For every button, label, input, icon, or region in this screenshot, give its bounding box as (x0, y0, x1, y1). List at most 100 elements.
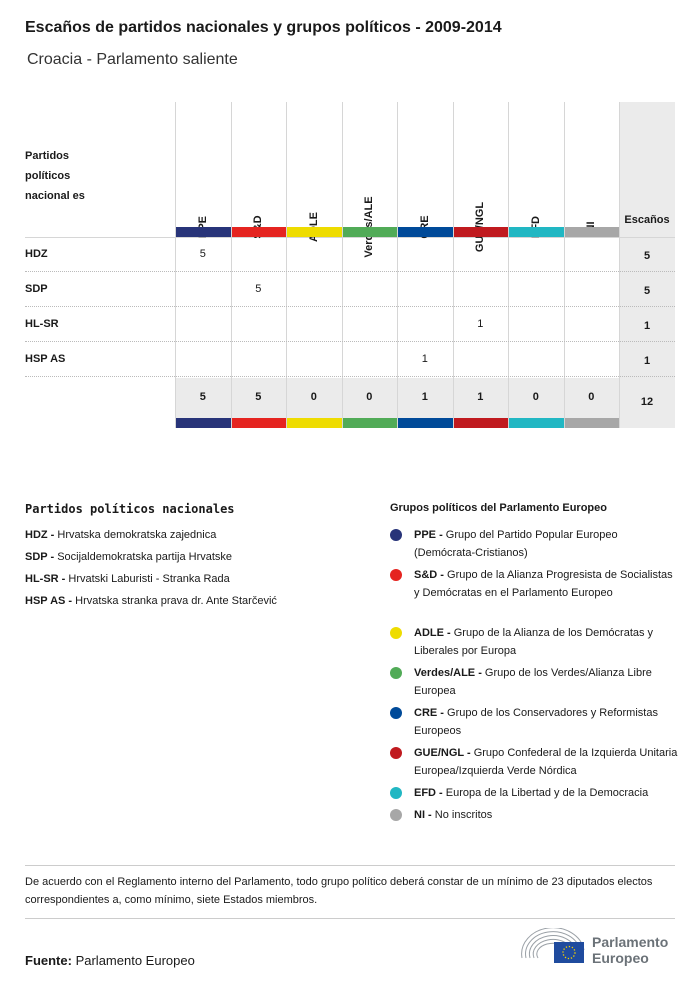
group-color-bar (286, 227, 342, 237)
party-abbr: SDP - (25, 551, 55, 563)
group-full-name: Grupo de la Alianza de los Demócratas y … (414, 627, 654, 657)
table-row: HDZ 5 5 (25, 237, 675, 272)
group-column-header: GUE/NGL (453, 102, 509, 252)
group-total: 0 (310, 391, 317, 403)
group-abbr: Verdes/ALE - (414, 667, 482, 679)
group-total: 0 (532, 391, 539, 403)
group-legend-item: Verdes/ALE - Grupo de los Verdes/Alianza… (390, 664, 680, 700)
group-color-dot (390, 529, 402, 541)
seat-cell: 5 (199, 248, 206, 260)
row-header: Partidos políticos nacional es (25, 150, 85, 202)
group-full-name: No inscritos (434, 809, 493, 821)
group-color-bar (230, 418, 286, 428)
group-abbr: NI - (414, 809, 432, 821)
group-legend-title: Grupos políticos del Parlamento Europeo (390, 502, 607, 514)
group-column-header: S&D (231, 102, 287, 238)
page-subtitle: Croacia - Parlamento saliente (27, 51, 238, 68)
party-abbr: HDZ - (25, 529, 55, 541)
group-abbr: PPE - (414, 529, 443, 541)
group-abbr: EFD - (414, 787, 443, 799)
group-color-dot (390, 809, 402, 821)
group-color-dot (390, 787, 402, 799)
group-legend-item: PPE - Grupo del Partido Popular Europeo … (390, 526, 680, 562)
group-total: 1 (477, 391, 484, 403)
party-full-name: Hrvatska stranka prava dr. Ante Starčevi… (75, 595, 277, 607)
group-color-bar (175, 418, 231, 428)
group-total: 0 (588, 391, 595, 403)
group-total: 1 (421, 391, 428, 403)
group-column-header: PPE (175, 102, 231, 238)
group-full-name: Grupo de los Verdes/Alianza Libre Europe… (414, 667, 652, 697)
row-total: 1 (643, 355, 651, 367)
party-name: SDP (25, 283, 48, 295)
total-header: Escaños (624, 214, 670, 226)
party-full-name: Socijaldemokratska partija Hrvatske (57, 551, 233, 563)
party-full-name: Hrvatski Laburisti - Stranka Rada (68, 573, 230, 585)
group-legend-item: NI - No inscritos (390, 806, 680, 824)
group-abbr: CRE - (414, 707, 444, 719)
group-color-bar (175, 227, 231, 237)
party-name: HL-SR (25, 318, 59, 330)
group-full-name: Europa de la Libertad y de la Democracia (445, 787, 649, 799)
group-color-bar (452, 418, 508, 428)
row-total: 5 (643, 250, 651, 262)
group-color-bar (341, 418, 397, 428)
group-column-header: ADLE (286, 102, 342, 242)
seat-cell: 1 (421, 353, 428, 365)
table-row: SDP 5 5 (25, 272, 675, 307)
party-abbr: HSP AS - (25, 595, 73, 607)
table-row: HL-SR 1 1 (25, 307, 675, 342)
party-full-name: Hrvatska demokratska zajednica (57, 529, 217, 541)
group-full-name: Grupo del Partido Popular Europeo (Demóc… (414, 529, 618, 559)
group-total: 5 (199, 391, 206, 403)
group-color-bar (563, 418, 619, 428)
group-column-header: NI (564, 102, 620, 237)
group-color-bar (230, 227, 286, 237)
table-row: HSP AS 1 1 (25, 342, 675, 377)
group-full-name: Grupo de la Alianza Progresista de Socia… (414, 569, 673, 599)
party-name: HDZ (25, 248, 48, 260)
group-color-dot (390, 569, 402, 581)
group-color-bar (286, 418, 342, 428)
source-label: Fuente: (25, 953, 72, 968)
group-color-dot (390, 707, 402, 719)
group-column-header: EFD (508, 102, 564, 238)
party-abbr: HL-SR - (25, 573, 66, 585)
national-legend-item: HSP AS - Hrvatska stranka prava dr. Ante… (25, 592, 277, 610)
national-legend-item: HL-SR - Hrvatski Laburisti - Stranka Rad… (25, 570, 230, 588)
group-color-bar (508, 227, 564, 237)
group-color-dot (390, 747, 402, 759)
grand-total: 12 (640, 396, 654, 408)
group-legend-item: GUE/NGL - Grupo Confederal de la Izquier… (390, 744, 680, 780)
group-color-dot (390, 667, 402, 679)
group-color-bar (397, 418, 453, 428)
footnote: De acuerdo con el Reglamento interno del… (25, 876, 653, 906)
seat-cell: 5 (255, 283, 262, 295)
group-color-dot (390, 627, 402, 639)
group-legend-item: CRE - Grupo de los Conservadores y Refor… (390, 704, 680, 740)
group-column-header: CRE (397, 102, 453, 238)
national-legend-item: SDP - Socijaldemokratska partija Hrvatsk… (25, 548, 232, 566)
group-legend-item: S&D - Grupo de la Alianza Progresista de… (390, 566, 680, 602)
group-column-header: Verdes/ALE (342, 102, 398, 257)
source: Fuente: Parlamento Europeo (25, 953, 195, 968)
party-name: HSP AS (25, 353, 66, 365)
group-abbr: ADLE - (414, 627, 451, 639)
group-full-name: Grupo de los Conservadores y Reformistas… (414, 707, 658, 737)
group-abbr: GUE/NGL - (414, 747, 471, 759)
logo-text: Parlamento Europeo (592, 934, 669, 966)
group-total: 0 (366, 391, 373, 403)
group-legend-item: ADLE - Grupo de la Alianza de los Demócr… (390, 624, 680, 660)
group-color-bar (452, 227, 508, 237)
seat-cell: 1 (477, 318, 484, 330)
row-total: 5 (643, 285, 651, 297)
group-abbr: S&D - (414, 569, 444, 581)
total-column-bg (619, 102, 675, 428)
parlamento-europeo-logo: Parlamento Europeo (520, 928, 680, 968)
group-color-bar (508, 418, 564, 428)
national-legend-item: HDZ - Hrvatska demokratska zajednica (25, 526, 216, 544)
source-value: Parlamento Europeo (75, 953, 195, 968)
group-total: 5 (255, 391, 262, 403)
group-color-bar (563, 227, 619, 237)
group-full-name: Grupo Confederal de la Izquierda Unitari… (414, 747, 678, 777)
